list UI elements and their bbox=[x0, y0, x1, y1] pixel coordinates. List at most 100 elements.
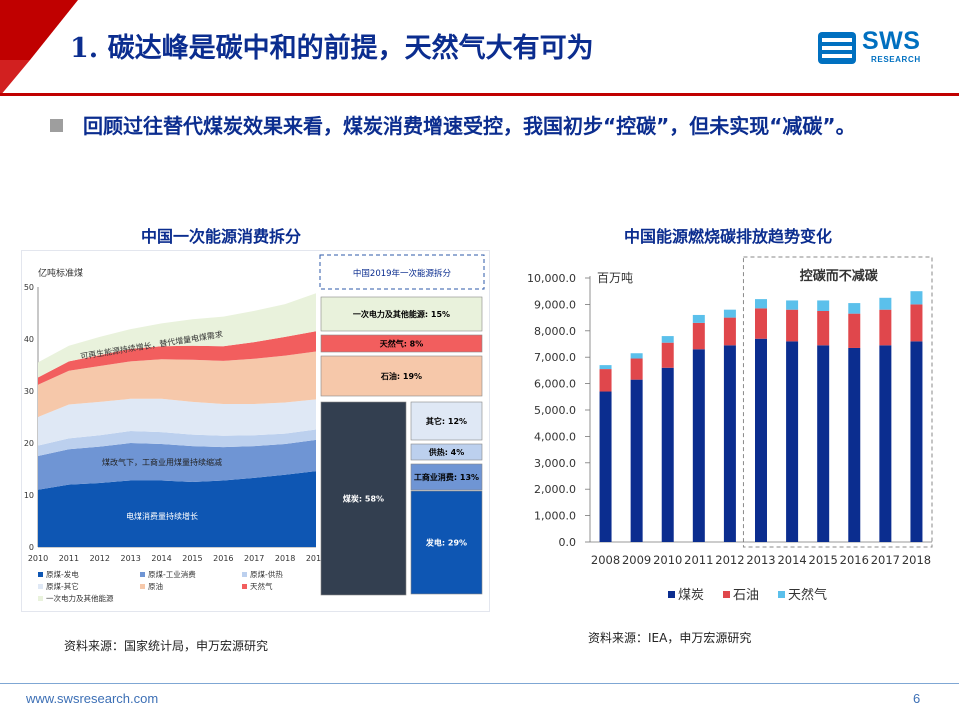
area-series-原煤-发电 bbox=[38, 471, 316, 547]
y-tick-label: 0.0 bbox=[559, 536, 577, 549]
x-tick-label: 2010 bbox=[28, 554, 48, 563]
bar-石油-2012 bbox=[723, 317, 736, 346]
breakdown-title-box bbox=[319, 254, 485, 290]
bar-石油-2010 bbox=[661, 342, 674, 368]
highlight-box bbox=[742, 256, 933, 548]
logo-subtext: RESEARCH bbox=[871, 55, 921, 64]
y-tick-label: 9,000.0 bbox=[534, 298, 576, 311]
bar-煤炭-2018 bbox=[910, 341, 923, 542]
bar-天然气-2016 bbox=[848, 303, 861, 314]
area-series-原煤-工业消费 bbox=[38, 439, 316, 490]
x-tick-label: 2014 bbox=[777, 553, 806, 567]
y-tick-label: 20 bbox=[24, 439, 34, 448]
x-tick-label: 2009 bbox=[622, 553, 651, 567]
bar-天然气-2017 bbox=[879, 297, 892, 310]
legend-label: 原煤-发电 bbox=[46, 569, 79, 579]
y-axis-unit-label: 亿吨标准煤 bbox=[38, 267, 83, 279]
x-tick-label: 2017 bbox=[244, 554, 264, 563]
y-tick-label: 5,000.0 bbox=[534, 404, 576, 417]
bar-天然气-2008 bbox=[599, 365, 612, 370]
breakdown-title: 中国2019年一次能源拆分 bbox=[353, 268, 452, 279]
coal-split-industry-box bbox=[410, 463, 483, 491]
legend-label: 石油 bbox=[733, 588, 759, 603]
highlight-label: 控碳而不减碳 bbox=[800, 268, 879, 284]
y-tick-label: 1,000.0 bbox=[534, 510, 576, 523]
y-axis-unit-label: 百万吨 bbox=[597, 271, 633, 285]
bar-煤炭-2013 bbox=[755, 338, 767, 542]
bar-石油-2008 bbox=[599, 369, 612, 392]
left-chart-heading: 中国一次能源消费拆分 bbox=[141, 227, 302, 246]
bar-石油-2014 bbox=[786, 309, 799, 342]
x-tick-label: 2014 bbox=[151, 554, 171, 563]
y-tick-label: 4,000.0 bbox=[534, 430, 576, 443]
bar-煤炭-2017 bbox=[879, 345, 892, 542]
coal-split-other-box bbox=[410, 401, 483, 441]
area-series-原煤-其它 bbox=[38, 398, 316, 446]
breakdown-other-power-label: 一次电力及其他能源: 15% bbox=[353, 309, 450, 319]
legend-swatch bbox=[242, 584, 247, 589]
bar-石油-2016 bbox=[848, 313, 861, 348]
coal-split-heating-box bbox=[410, 443, 483, 461]
x-tick-label: 2012 bbox=[90, 554, 110, 563]
x-tick-label: 2015 bbox=[182, 554, 202, 563]
x-tick-label: 2011 bbox=[684, 553, 713, 567]
area-series-天然气 bbox=[38, 331, 316, 385]
breakdown-oil-box bbox=[320, 355, 483, 397]
legend-label: 一次电力及其他能源 bbox=[46, 593, 114, 603]
bar-天然气-2015 bbox=[817, 300, 830, 311]
legend-label: 原油 bbox=[148, 581, 163, 591]
area-series-一次电力及其他能源 bbox=[38, 293, 316, 378]
legend-swatch bbox=[140, 572, 145, 577]
coal-split-heating-label: 供热: 4% bbox=[428, 447, 465, 457]
legend-label: 原煤-工业消费 bbox=[148, 569, 196, 579]
breakdown-coal-box bbox=[320, 401, 407, 596]
legend-label: 天然气 bbox=[250, 581, 273, 591]
energy-consumption-chart: 亿吨标准煤 0 10 20 30 40 50 2010 2011 2012 2013 2014 2015… bbox=[24, 254, 485, 603]
bar-煤炭-2015 bbox=[817, 345, 830, 542]
bar-煤炭-2008 bbox=[599, 391, 612, 542]
breakdown-gas-box bbox=[320, 334, 483, 353]
header-red-wedge bbox=[0, 0, 78, 96]
right-chart-source: 资料来源：IEA，申万宏源研究 bbox=[588, 631, 752, 645]
y-tick-label: 50 bbox=[24, 283, 34, 292]
bar-石油-2018 bbox=[910, 304, 923, 342]
breakdown-oil-label: 石油: 19% bbox=[380, 371, 422, 381]
bar-石油-2011 bbox=[692, 322, 705, 350]
title-divider bbox=[0, 93, 959, 96]
x-tick-label: 2010 bbox=[653, 553, 682, 567]
page-number: 6 bbox=[913, 691, 921, 706]
y-tick-label: 10 bbox=[24, 491, 34, 500]
legend-label: 煤炭 bbox=[678, 588, 704, 603]
annotation-power-coal: 电煤消费量持续增长 bbox=[126, 511, 198, 521]
x-tick-label: 2019 bbox=[306, 554, 326, 563]
bar-煤炭-2011 bbox=[692, 349, 705, 542]
area-series-原煤-供热 bbox=[38, 429, 316, 456]
legend-swatch bbox=[38, 584, 43, 589]
y-tick-label: 7,000.0 bbox=[534, 351, 576, 364]
bar-煤炭-2016 bbox=[848, 347, 861, 542]
bar-天然气-2018 bbox=[910, 291, 923, 305]
x-tick-label: 2018 bbox=[275, 554, 295, 563]
y-tick-label: 40 bbox=[24, 335, 34, 344]
legend-swatch bbox=[140, 584, 145, 589]
y-tick-label: 2,000.0 bbox=[534, 483, 576, 496]
y-tick-label: 6,000.0 bbox=[534, 378, 576, 391]
x-tick-label: 2008 bbox=[591, 553, 620, 567]
bar-天然气-2011 bbox=[692, 314, 705, 323]
carbon-emission-chart: 控碳而不减碳 百万吨 0.0 1,000.0 2,000.0 3,000.0 4,000.0… bbox=[527, 256, 933, 603]
footer-url[interactable]: www.swsresearch.com bbox=[26, 691, 159, 706]
area-series-原油 bbox=[38, 351, 316, 417]
bar-石油-2015 bbox=[817, 311, 830, 346]
bar-煤炭-2012 bbox=[723, 345, 736, 542]
breakdown-gas-label: 天然气: 8% bbox=[380, 339, 424, 349]
breakdown-coal-label: 煤炭: 58% bbox=[343, 494, 384, 504]
legend-swatch bbox=[778, 591, 785, 598]
y-tick-label: 10,000.0 bbox=[527, 272, 576, 285]
left-chart-panel: 亿吨标准煤 0 10 20 30 40 50 2010 2011 2012 2013 2014 2015… bbox=[21, 250, 490, 612]
legend-swatch bbox=[242, 572, 247, 577]
right-chart-heading: 中国能源燃烧碳排放趋势变化 bbox=[624, 227, 833, 246]
x-tick-label: 2015 bbox=[809, 553, 838, 567]
legend-swatch bbox=[38, 572, 43, 577]
bar-煤炭-2014 bbox=[786, 341, 799, 542]
y-tick-label: 30 bbox=[24, 387, 34, 396]
